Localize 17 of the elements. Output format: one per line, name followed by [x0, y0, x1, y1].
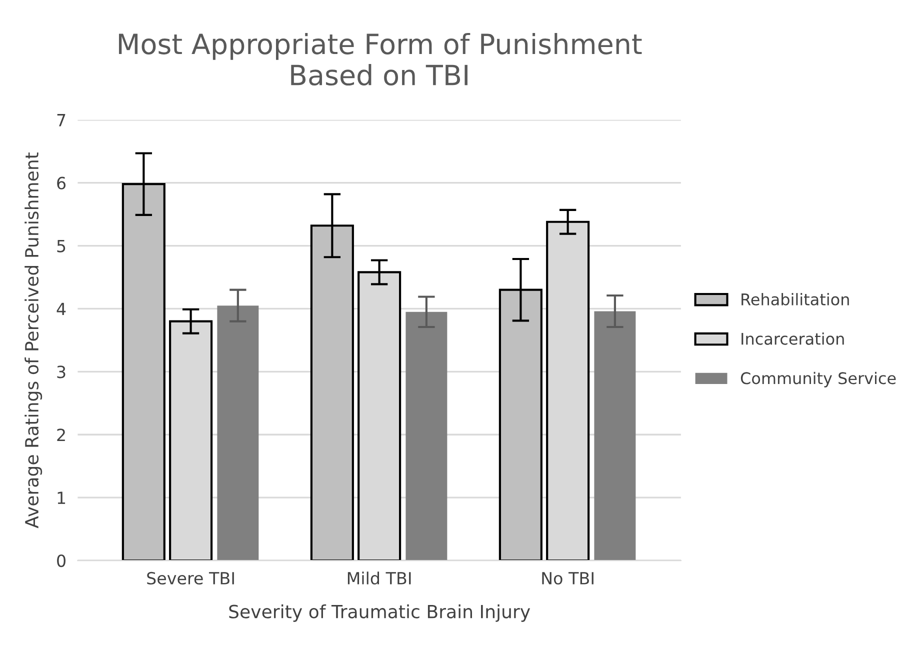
y-tick-label: 5 — [57, 240, 66, 252]
x-tick-label: Severe TBI — [147, 572, 234, 585]
y-tick-label: 3 — [57, 366, 66, 378]
y-tick-label: 2 — [57, 428, 65, 441]
chart-title: Most Appropriate Form of Punishment Based on TBI — [118, 32, 642, 86]
y-tick-label: 6 — [57, 176, 66, 190]
y-axis-title: Average Ratings of Perceived Punishment — [24, 152, 42, 528]
y-tick-label: 7 — [57, 114, 66, 126]
x-tick-label: No TBI — [542, 572, 594, 585]
legend-label: Incarceration — [742, 332, 844, 345]
y-tick-label: 0 — [57, 554, 66, 568]
x-axis-title: Severity of Traumatic Brain Injury — [229, 604, 530, 622]
y-tick-label: 1 — [58, 492, 66, 504]
y-tick-label: 4 — [56, 302, 66, 316]
legend-label: Rehabilitation — [742, 293, 849, 306]
x-tick-label: Mild TBI — [348, 572, 411, 585]
legend-label: Community Service — [740, 372, 896, 388]
